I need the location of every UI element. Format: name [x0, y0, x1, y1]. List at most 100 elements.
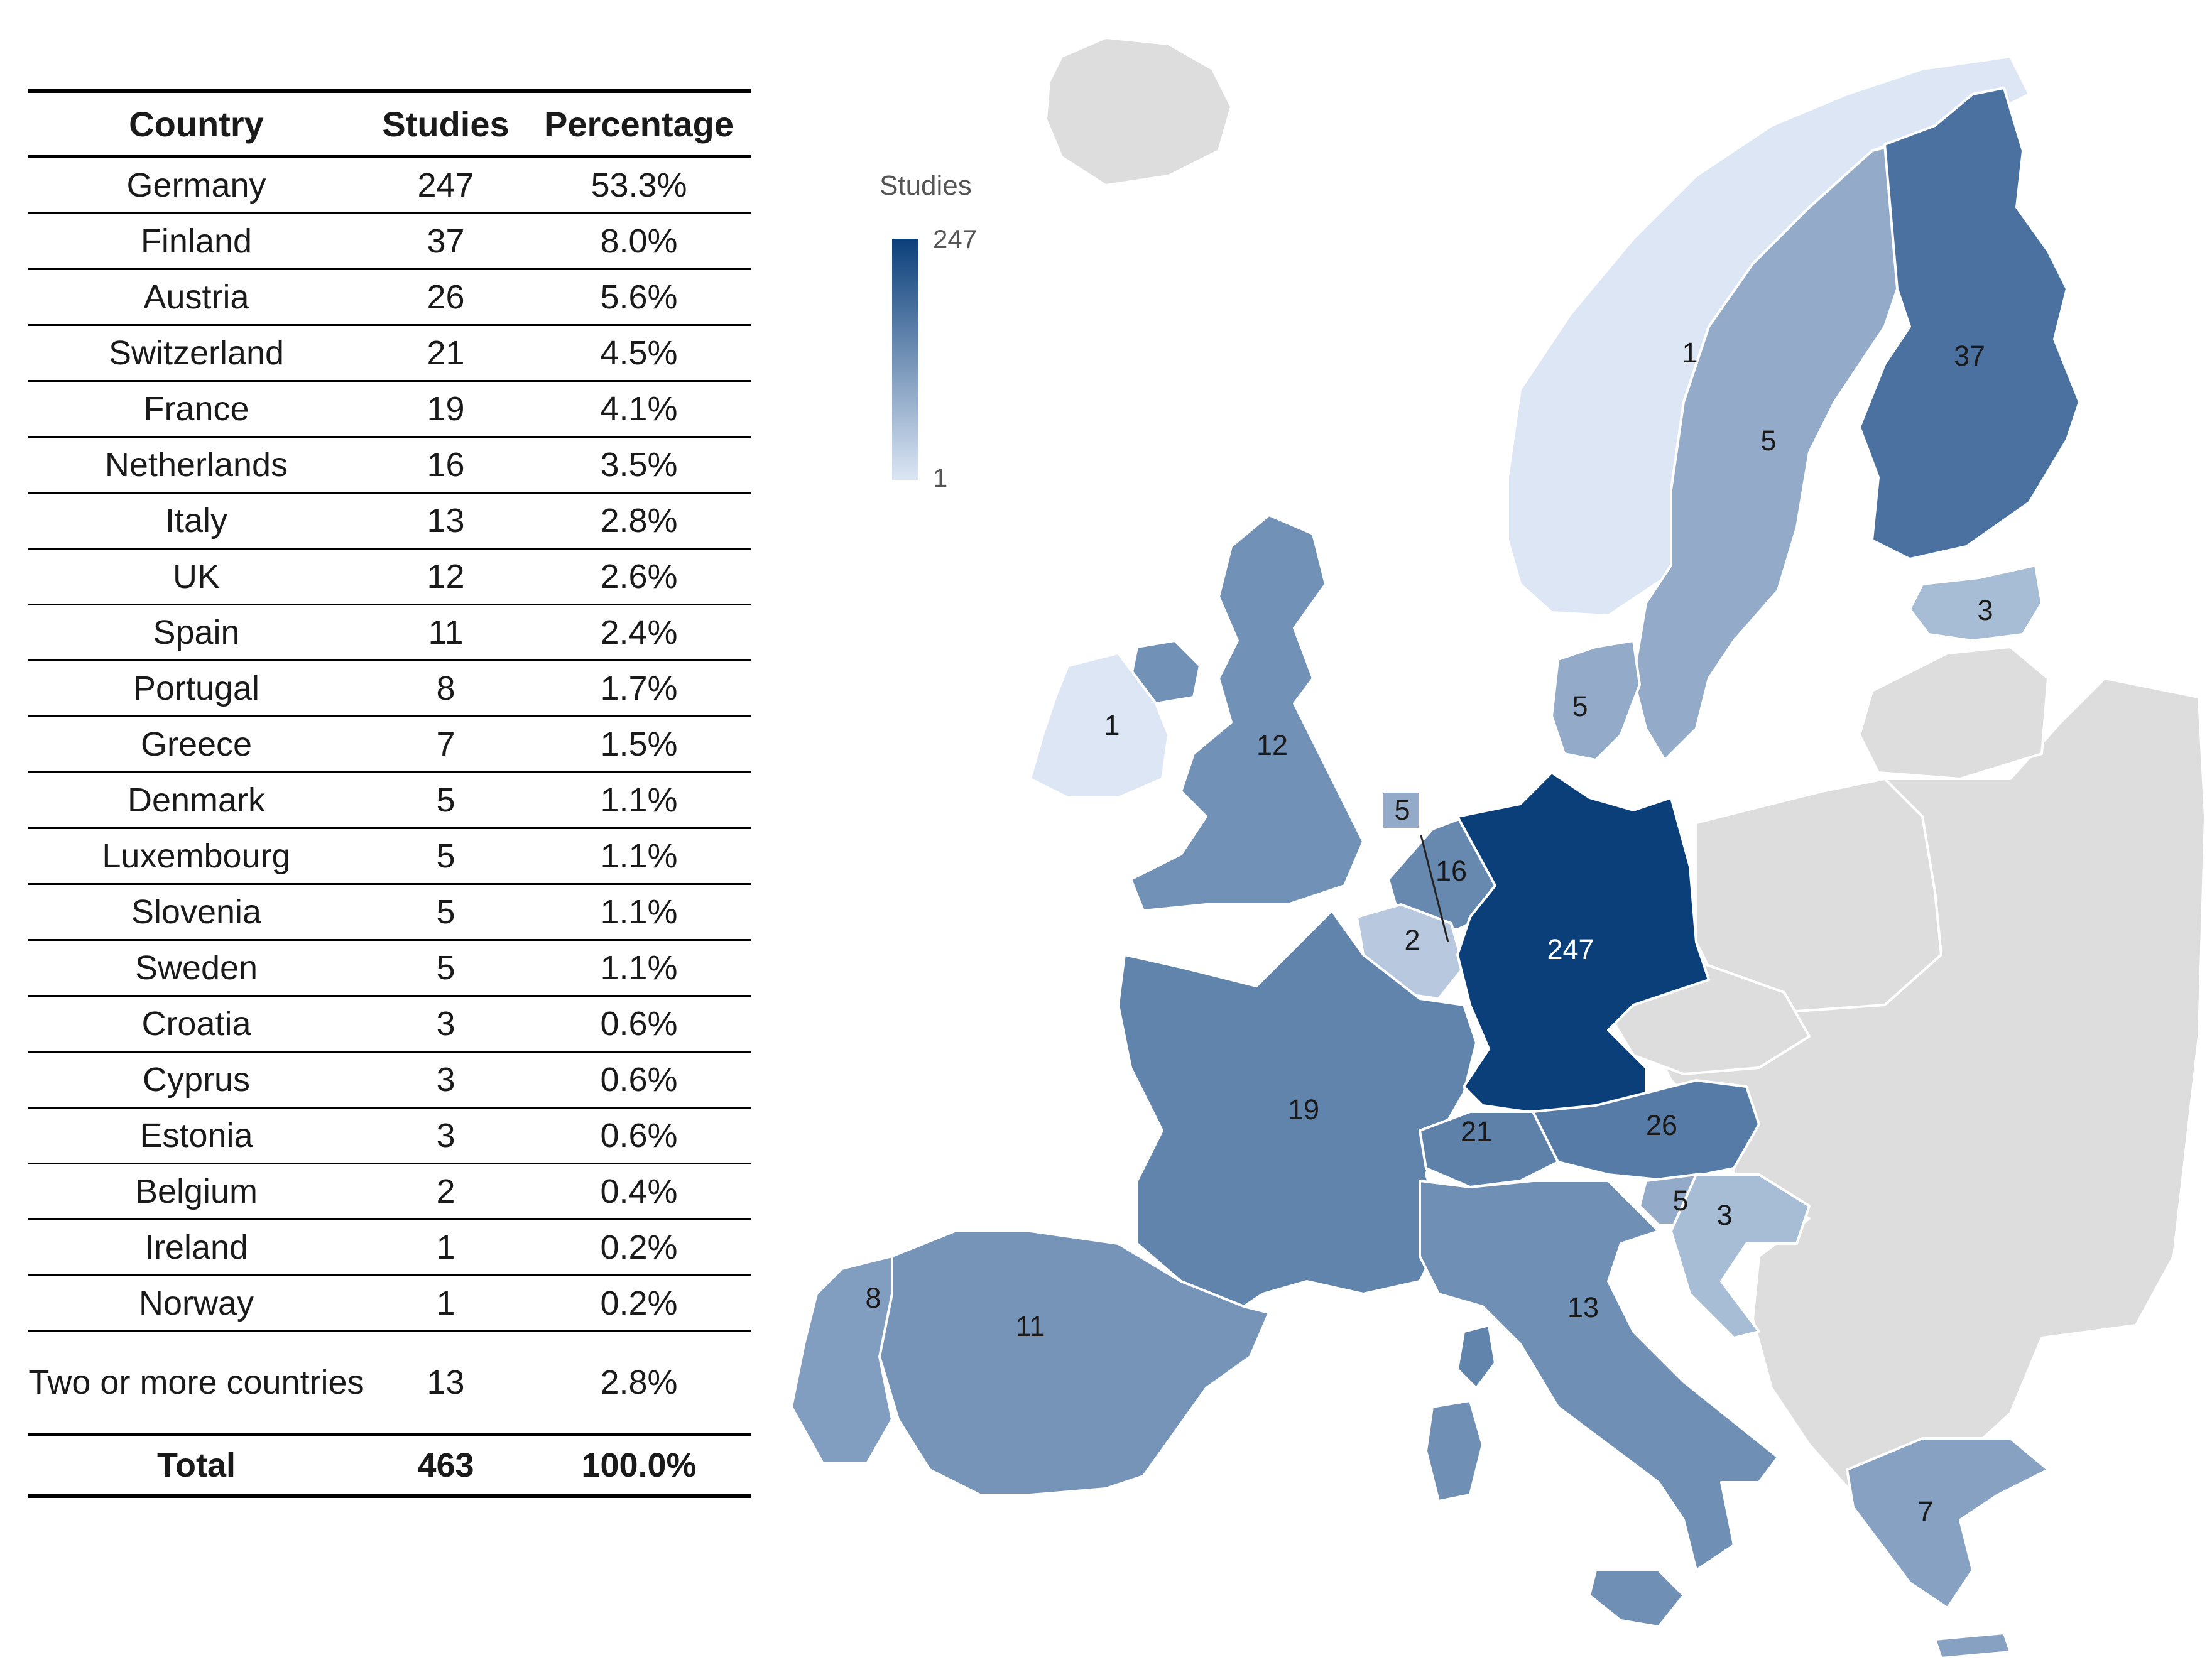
germany-shape: [1456, 771, 1710, 1119]
cell-country: Ireland: [28, 1219, 365, 1276]
cell-studies: 3: [365, 996, 526, 1053]
table-row: France 19 4.1%: [28, 381, 751, 438]
cell-country: Netherlands: [28, 437, 365, 494]
label-luxembourg: 5: [1394, 794, 1410, 826]
cell-country: Two or more countries: [28, 1331, 365, 1436]
corsica-shape: [1456, 1324, 1496, 1389]
cell-percentage: 0.2%: [526, 1219, 751, 1276]
studies-table-container: Country Studies Percentage Germany 247 53.…: [28, 89, 751, 1498]
label-sweden: 5: [1760, 425, 1776, 457]
cell-percentage: 3.5%: [526, 437, 751, 494]
map-legend: Studies 247 1: [880, 170, 977, 492]
cell-studies: 3: [365, 1051, 526, 1109]
cell-percentage: 2.8%: [526, 492, 751, 550]
ireland-shape: [1029, 652, 1170, 799]
cell-studies: 21: [365, 325, 526, 382]
cell-percentage: 0.6%: [526, 996, 751, 1053]
table-row: Norway 1 0.2%: [28, 1275, 751, 1332]
legend-color-bar: [892, 239, 918, 480]
label-france: 19: [1288, 1094, 1319, 1126]
table-row: Germany 247 53.3%: [28, 156, 751, 214]
cell-studies: 5: [365, 884, 526, 941]
luxembourg-leader-line: [1420, 835, 1449, 943]
crete-shape: [1934, 1632, 2012, 1659]
estonia-shape: [1909, 564, 2043, 642]
table-body: Germany 247 53.3% Finland 37 8.0% Austria 26 5.6…: [28, 156, 751, 1498]
baltic-shape: [1858, 646, 2049, 780]
cell-country: Portugal: [28, 660, 365, 717]
cell-studies: 37: [365, 213, 526, 270]
cell-studies: 12: [365, 548, 526, 605]
label-slovenia: 5: [1672, 1185, 1688, 1217]
cell-percentage: 53.3%: [526, 156, 751, 214]
cell-country: Luxembourg: [28, 828, 365, 885]
table-row: Ireland 1 0.2%: [28, 1219, 751, 1276]
cell-country: Sweden: [28, 940, 365, 997]
label-uk: 12: [1256, 729, 1288, 761]
cell-percentage: 8.0%: [526, 213, 751, 270]
cell-percentage: 0.6%: [526, 1107, 751, 1164]
cell-country: Spain: [28, 604, 365, 661]
table-row: Finland 37 8.0%: [28, 213, 751, 270]
cell-country: Slovenia: [28, 884, 365, 941]
cell-studies: 3: [365, 1107, 526, 1164]
cell-country: Austria: [28, 269, 365, 326]
cell-studies: 11: [365, 604, 526, 661]
label-croatia: 3: [1716, 1199, 1732, 1231]
table-row: Netherlands 16 3.5%: [28, 437, 751, 494]
cell-country: Switzerland: [28, 325, 365, 382]
table-row: Greece 7 1.5%: [28, 716, 751, 773]
label-netherlands: 16: [1436, 855, 1467, 887]
finland-shape: [1858, 87, 2081, 560]
legend-min-label: 1: [933, 463, 947, 492]
table-row: Austria 26 5.6%: [28, 269, 751, 326]
table-row: Slovenia 5 1.1%: [28, 884, 751, 941]
cell-country: Total: [28, 1433, 365, 1498]
table-row: Denmark 5 1.1%: [28, 772, 751, 829]
label-denmark: 5: [1572, 690, 1588, 722]
label-ireland: 1: [1104, 709, 1120, 741]
header-studies: Studies: [365, 89, 526, 158]
cell-percentage: 4.5%: [526, 325, 751, 382]
cell-studies: 7: [365, 716, 526, 773]
cell-percentage: 1.7%: [526, 660, 751, 717]
label-finland: 37: [1954, 340, 1985, 372]
cell-studies: 2: [365, 1163, 526, 1220]
cell-country: Italy: [28, 492, 365, 550]
studies-by-country-table: Country Studies Percentage Germany 247 53.…: [28, 89, 751, 1498]
cell-studies: 5: [365, 940, 526, 997]
label-italy: 13: [1567, 1291, 1599, 1323]
cell-country: Finland: [28, 213, 365, 270]
label-germany: 247: [1547, 933, 1594, 965]
cell-percentage: 1.1%: [526, 828, 751, 885]
cell-studies: 13: [365, 1331, 526, 1436]
label-portugal: 8: [865, 1282, 881, 1314]
table-row: Switzerland 21 4.5%: [28, 325, 751, 382]
cell-country: Estonia: [28, 1107, 365, 1164]
table-row: Croatia 3 0.6%: [28, 996, 751, 1053]
cell-percentage: 0.6%: [526, 1051, 751, 1109]
label-austria: 26: [1646, 1109, 1677, 1141]
cell-country: Norway: [28, 1275, 365, 1332]
table-row-total: Total 463 100.0%: [28, 1433, 751, 1498]
table-row: Portugal 8 1.7%: [28, 660, 751, 717]
sardinia-shape: [1425, 1399, 1484, 1502]
cell-percentage: 4.1%: [526, 381, 751, 438]
table-row: Estonia 3 0.6%: [28, 1107, 751, 1164]
cell-percentage: 1.1%: [526, 772, 751, 829]
greece-shape: [1846, 1437, 2049, 1609]
cell-country: Germany: [28, 156, 365, 214]
table-row: Belgium 2 0.4%: [28, 1163, 751, 1220]
cell-studies: 5: [365, 772, 526, 829]
table-header-row: Country Studies Percentage: [28, 89, 751, 158]
table-row-multi-country: Two or more countries 13 2.8%: [28, 1331, 751, 1436]
italy-shape: [1419, 1180, 1779, 1571]
label-greece: 7: [1917, 1495, 1933, 1528]
sweden-shape: [1632, 143, 1899, 761]
table-row: Cyprus 3 0.6%: [28, 1051, 751, 1109]
cell-percentage: 0.4%: [526, 1163, 751, 1220]
cell-percentage: 2.4%: [526, 604, 751, 661]
luxembourg-shape: [1381, 790, 1421, 830]
cell-studies: 247: [365, 156, 526, 214]
